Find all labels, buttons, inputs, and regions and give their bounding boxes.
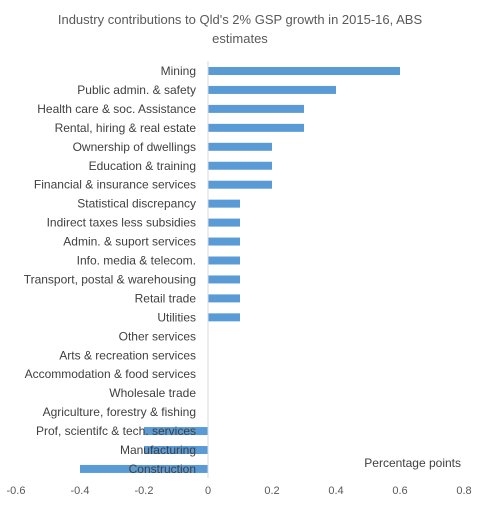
category-label: Arts & recreation services: [59, 348, 196, 362]
category-label: Public admin. & safety: [77, 83, 196, 97]
category-label: Agriculture, forestry & fishing: [43, 405, 196, 419]
x-tick-label: 0.6: [392, 485, 407, 497]
bar: [208, 85, 336, 94]
category-label: Admin. & suport services: [63, 235, 196, 249]
chart-title-line-1: Industry contributions to Qld's 2% GSP g…: [57, 12, 423, 27]
category-label: Other services: [119, 329, 196, 343]
bar: [208, 313, 240, 322]
bar: [208, 180, 272, 189]
category-label: Info. media & telecom.: [77, 254, 196, 268]
x-tick-label: 0.4: [328, 485, 343, 497]
x-tick-label: 0.2: [264, 485, 279, 497]
bar: [208, 199, 240, 208]
bar: [144, 427, 208, 436]
bar: [208, 294, 240, 303]
bar: [208, 142, 272, 151]
bar: [80, 464, 208, 473]
category-label: Mining: [161, 64, 196, 78]
category-label: Transport, postal & warehousing: [24, 272, 196, 286]
category-label: Rental, hiring & real estate: [55, 121, 197, 135]
category-label: Health care & soc. Assistance: [37, 102, 196, 116]
x-tick-label: -0.2: [135, 485, 154, 497]
x-tick-label: -0.4: [71, 485, 90, 497]
bar: [208, 275, 240, 284]
chart-title: Industry contributions to Qld's 2% GSP g…: [0, 10, 480, 48]
category-label: Utilities: [157, 310, 196, 324]
bar: [208, 256, 240, 265]
bar: [208, 123, 304, 132]
category-label: Retail trade: [135, 291, 197, 305]
category-label: Wholesale trade: [109, 386, 196, 400]
category-label: Statistical discrepancy: [77, 197, 196, 211]
x-tick-label: -0.6: [7, 485, 26, 497]
bar: [208, 237, 240, 246]
category-label: Ownership of dwellings: [73, 140, 196, 154]
category-label: Education & training: [89, 159, 196, 173]
category-label: Financial & insurance services: [34, 178, 196, 192]
chart-title-line-2: estimates: [212, 31, 268, 46]
bar: [208, 218, 240, 227]
bar: [144, 446, 208, 454]
bar: [208, 104, 304, 113]
unit-label: Percentage points: [364, 456, 461, 470]
category-label: Accommodation & food services: [25, 367, 196, 381]
category-label: Prof, scientifc & tech. services: [36, 424, 196, 438]
bar: [208, 161, 272, 170]
category-label: Manufacturing: [120, 443, 196, 457]
category-label: Indirect taxes less subsidies: [47, 216, 196, 230]
category-label: Construction: [129, 462, 196, 476]
bar: [208, 67, 400, 75]
x-tick-label: 0: [205, 485, 211, 497]
x-tick-label: 0.8: [456, 485, 471, 497]
